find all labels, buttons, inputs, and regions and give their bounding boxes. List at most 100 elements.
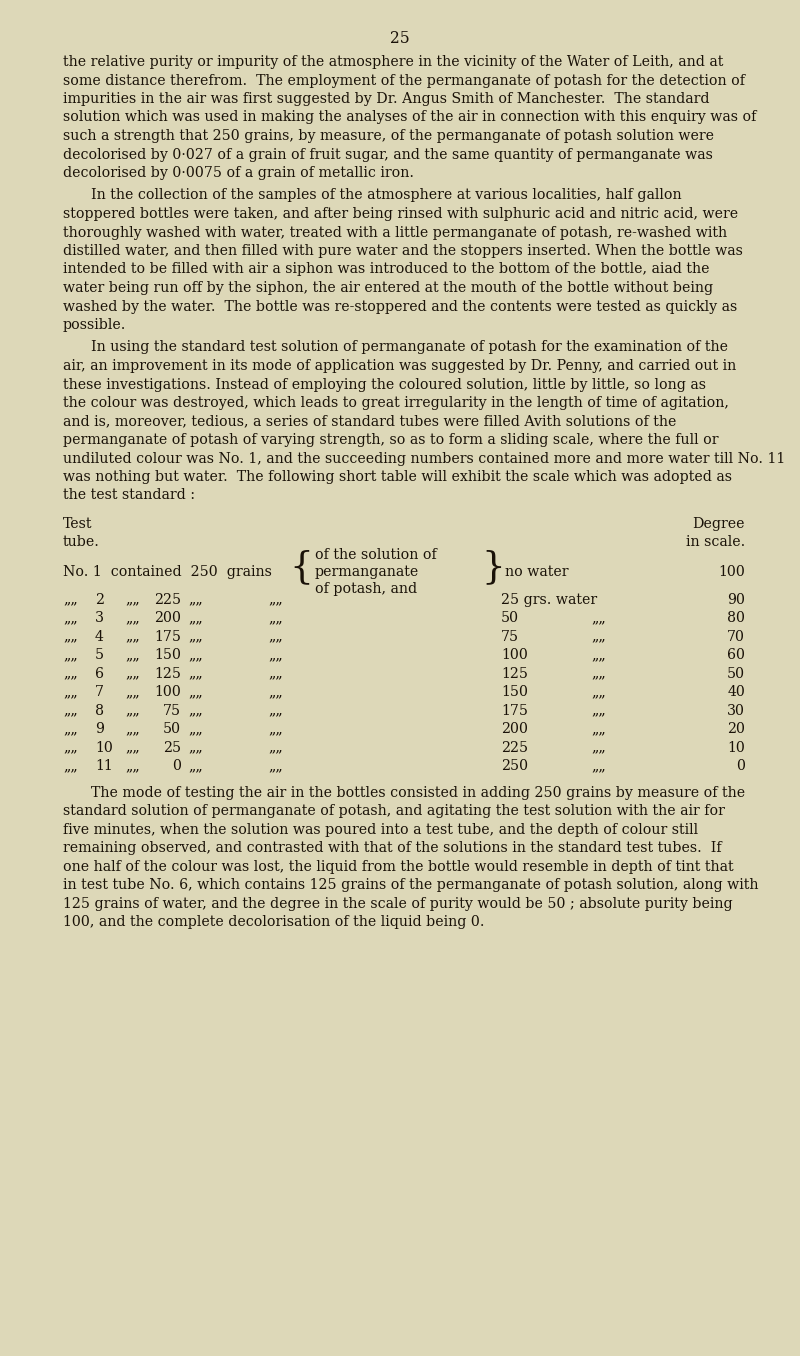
Text: „„: „„	[125, 704, 140, 717]
Text: permanganate: permanganate	[315, 565, 419, 579]
Text: some distance therefrom.  The employment of the permanganate of potash for the d: some distance therefrom. The employment …	[63, 73, 745, 88]
Text: „„: „„	[63, 685, 78, 700]
Text: the relative purity or impurity of the atmosphere in the vicinity of the Water o: the relative purity or impurity of the a…	[63, 56, 723, 69]
Text: 60: 60	[727, 648, 745, 662]
Text: „„: „„	[63, 612, 78, 625]
Text: The mode of testing the air in the bottles consisted in adding 250 grains by mea: The mode of testing the air in the bottl…	[91, 785, 745, 800]
Text: „„: „„	[63, 667, 78, 681]
Text: 50: 50	[727, 667, 745, 681]
Text: 50: 50	[501, 612, 519, 625]
Text: 175: 175	[501, 704, 528, 717]
Text: water being run off by the siphon, the air entered at the mouth of the bottle wi: water being run off by the siphon, the a…	[63, 281, 713, 296]
Text: of the solution of: of the solution of	[315, 548, 437, 563]
Text: 75: 75	[163, 704, 181, 717]
Text: 200: 200	[501, 723, 528, 736]
Text: standard solution of permanganate of potash, and agitating the test solution wit: standard solution of permanganate of pot…	[63, 804, 725, 818]
Text: the colour was destroyed, which leads to great irregularity in the length of tim: the colour was destroyed, which leads to…	[63, 396, 729, 410]
Text: permanganate of potash of varying strength, so as to form a sliding scale, where: permanganate of potash of varying streng…	[63, 433, 718, 447]
Text: „„: „„	[125, 667, 140, 681]
Text: of potash, and: of potash, and	[315, 583, 417, 597]
Text: 5: 5	[95, 648, 104, 662]
Text: „„: „„	[591, 759, 606, 773]
Text: }: }	[481, 549, 505, 586]
Text: 250: 250	[501, 759, 528, 773]
Text: thoroughly washed with water, treated with a little permanganate of potash, re-w: thoroughly washed with water, treated wi…	[63, 225, 727, 240]
Text: 100: 100	[154, 685, 181, 700]
Text: In the collection of the samples of the atmosphere at various localities, half g: In the collection of the samples of the …	[91, 188, 682, 202]
Text: 80: 80	[727, 612, 745, 625]
Text: „„: „„	[188, 740, 202, 755]
Text: „„: „„	[125, 629, 140, 644]
Text: 75: 75	[501, 629, 519, 644]
Text: was nothing but water.  The following short table will exhibit the scale which w: was nothing but water. The following sho…	[63, 471, 732, 484]
Text: „„: „„	[63, 759, 78, 773]
Text: 0: 0	[736, 759, 745, 773]
Text: decolorised by 0·027 of a grain of fruit sugar, and the same quantity of permang: decolorised by 0·027 of a grain of fruit…	[63, 148, 713, 161]
Text: No. 1  contained  250  grains: No. 1 contained 250 grains	[63, 565, 272, 579]
Text: solution which was used in making the analyses of the air in connection with thi: solution which was used in making the an…	[63, 110, 756, 125]
Text: 11: 11	[95, 759, 113, 773]
Text: „„: „„	[591, 629, 606, 644]
Text: 25: 25	[163, 740, 181, 755]
Text: „„: „„	[63, 740, 78, 755]
Text: „„: „„	[268, 740, 282, 755]
Text: 30: 30	[727, 704, 745, 717]
Text: „„: „„	[125, 593, 140, 606]
Text: Test: Test	[63, 517, 93, 532]
Text: 100, and the complete decolorisation of the liquid being 0.: 100, and the complete decolorisation of …	[63, 915, 485, 929]
Text: these investigations. Instead of employing the coloured solution, little by litt: these investigations. Instead of employi…	[63, 377, 706, 392]
Text: „„: „„	[188, 667, 202, 681]
Text: „„: „„	[63, 648, 78, 662]
Text: impurities in the air was first suggested by Dr. Angus Smith of Manchester.  The: impurities in the air was first suggeste…	[63, 92, 710, 106]
Text: Degree: Degree	[693, 517, 745, 532]
Text: „„: „„	[591, 648, 606, 662]
Text: „„: „„	[63, 723, 78, 736]
Text: „„: „„	[268, 629, 282, 644]
Text: 9: 9	[95, 723, 104, 736]
Text: „„: „„	[188, 704, 202, 717]
Text: „„: „„	[125, 685, 140, 700]
Text: „„: „„	[268, 685, 282, 700]
Text: 125: 125	[154, 667, 181, 681]
Text: „„: „„	[591, 685, 606, 700]
Text: „„: „„	[268, 593, 282, 606]
Text: „„: „„	[188, 685, 202, 700]
Text: „„: „„	[268, 723, 282, 736]
Text: stoppered bottles were taken, and after being rinsed with sulphuric acid and nit: stoppered bottles were taken, and after …	[63, 207, 738, 221]
Text: „„: „„	[591, 667, 606, 681]
Text: 125: 125	[501, 667, 528, 681]
Text: 10: 10	[727, 740, 745, 755]
Text: 225: 225	[154, 593, 181, 606]
Text: „„: „„	[63, 593, 78, 606]
Text: 50: 50	[163, 723, 181, 736]
Text: „„: „„	[125, 740, 140, 755]
Text: air, an improvement in its mode of application was suggested by Dr. Penny, and c: air, an improvement in its mode of appli…	[63, 359, 736, 373]
Text: the test standard :: the test standard :	[63, 488, 195, 503]
Text: „„: „„	[188, 723, 202, 736]
Text: possible.: possible.	[63, 319, 126, 332]
Text: „„: „„	[268, 759, 282, 773]
Text: and is, moreover, tedious, a series of standard tubes were filled Avith solution: and is, moreover, tedious, a series of s…	[63, 415, 676, 428]
Text: 10: 10	[95, 740, 113, 755]
Text: 40: 40	[727, 685, 745, 700]
Text: „„: „„	[63, 629, 78, 644]
Text: „„: „„	[125, 648, 140, 662]
Text: 100: 100	[501, 648, 528, 662]
Text: in test tube No. 6, which contains 125 grains of the permanganate of potash solu: in test tube No. 6, which contains 125 g…	[63, 879, 758, 892]
Text: 25 grs. water: 25 grs. water	[501, 593, 597, 606]
Text: one half of the colour was lost, the liquid from the bottle would resemble in de: one half of the colour was lost, the liq…	[63, 860, 734, 873]
Text: 25: 25	[390, 30, 410, 47]
Text: 150: 150	[154, 648, 181, 662]
Text: „„: „„	[125, 723, 140, 736]
Text: 0: 0	[172, 759, 181, 773]
Text: „„: „„	[591, 612, 606, 625]
Text: „„: „„	[591, 723, 606, 736]
Text: „„: „„	[188, 648, 202, 662]
Text: distilled water, and then filled with pure water and the stoppers inserted. When: distilled water, and then filled with pu…	[63, 244, 743, 258]
Text: In using the standard test solution of permanganate of potash for the examinatio: In using the standard test solution of p…	[91, 340, 728, 354]
Text: 4: 4	[95, 629, 104, 644]
Text: 125 grains of water, and the degree in the scale of purity would be 50 ; absolut: 125 grains of water, and the degree in t…	[63, 896, 733, 911]
Text: „„: „„	[188, 612, 202, 625]
Text: „„: „„	[268, 704, 282, 717]
Text: 7: 7	[95, 685, 104, 700]
